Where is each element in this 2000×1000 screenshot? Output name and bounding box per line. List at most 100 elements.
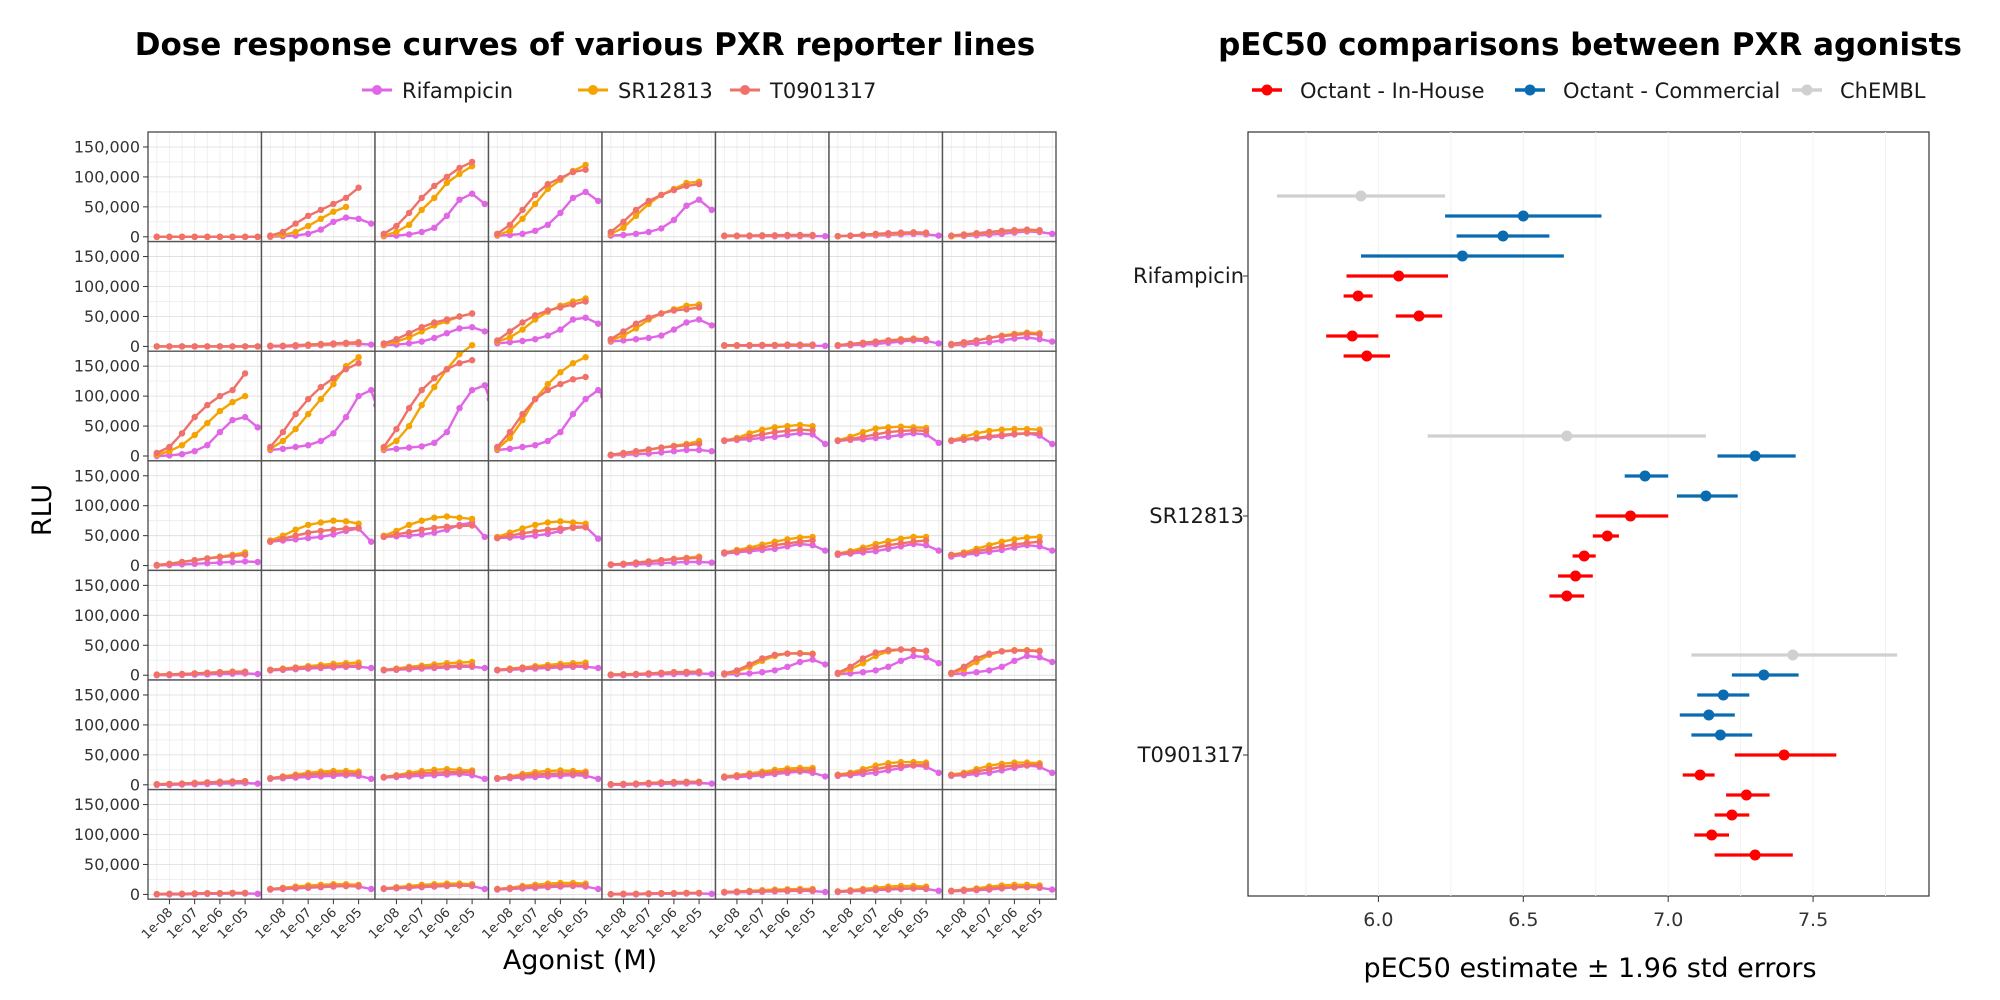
data-point-rifampicin (1049, 658, 1056, 666)
data-point-rifampicin (557, 326, 564, 333)
data-point-rifampicin (695, 316, 703, 323)
data-point-rifampicin (1036, 543, 1043, 550)
data-point-t0901317 (645, 446, 652, 453)
data-point-t0901317 (960, 231, 968, 238)
data-point-t0901317 (670, 443, 678, 450)
data-point-t0901317 (443, 769, 451, 776)
data-point-t0901317 (443, 316, 451, 323)
data-point-t0901317 (859, 887, 867, 894)
data-point-t0901317 (204, 669, 211, 676)
data-point-t0901317 (922, 229, 930, 236)
data-point-rifampicin (519, 337, 526, 345)
panel-r5-c5 (601, 569, 717, 681)
data-point-rifampicin (481, 382, 488, 389)
estimate-point (1749, 450, 1761, 462)
panel-r5-c1 (147, 569, 263, 681)
data-point-t0901317 (922, 427, 930, 435)
data-point-t0901317 (695, 778, 703, 785)
data-point-rifampicin (191, 448, 198, 455)
data-point-t0901317 (771, 341, 778, 349)
data-point-rifampicin (241, 558, 249, 565)
right-plot-area (1277, 132, 1898, 896)
data-point-t0901317 (431, 769, 438, 776)
data-point-t0901317 (683, 668, 690, 676)
data-point-t0901317 (759, 655, 766, 662)
data-point-rifampicin (418, 228, 425, 236)
y-tick-label: 100,000 (74, 277, 140, 296)
data-point-sr12813 (431, 194, 438, 202)
data-point-t0901317 (279, 666, 287, 673)
panel-background (602, 789, 716, 900)
data-point-rifampicin (771, 433, 778, 440)
data-point-t0901317 (292, 220, 299, 227)
panel-background (148, 570, 262, 680)
estimate-point (1361, 350, 1373, 362)
panel-r6-c3 (374, 679, 490, 791)
data-point-sr12813 (582, 354, 589, 361)
data-point-rifampicin (317, 437, 324, 445)
data-point-t0901317 (405, 209, 413, 217)
estimate-point (1726, 809, 1738, 821)
panel-r2-c7 (828, 240, 944, 352)
y-tick-label: 150,000 (74, 357, 140, 376)
data-point-rifampicin (254, 890, 261, 897)
data-point-sr12813 (355, 354, 362, 361)
data-point-t0901317 (872, 886, 879, 893)
data-point-rifampicin (204, 560, 211, 567)
data-point-t0901317 (733, 436, 741, 443)
data-point-t0901317 (166, 443, 173, 451)
panel-r2-c3 (374, 240, 490, 352)
panel-background (942, 570, 1056, 680)
data-point-t0901317 (658, 779, 665, 786)
data-point-t0901317 (784, 540, 791, 547)
data-point-sr12813 (519, 215, 526, 222)
data-point-t0901317 (267, 443, 274, 451)
data-point-sr12813 (986, 427, 993, 435)
data-point-rifampicin (595, 386, 602, 394)
data-point-t0901317 (998, 543, 1005, 550)
data-point-t0901317 (317, 527, 324, 535)
data-point-rifampicin (683, 202, 690, 209)
panel-r1-c8 (941, 131, 1057, 243)
y-tick-label: 150,000 (74, 466, 140, 485)
data-point-t0901317 (809, 887, 816, 894)
data-point-t0901317 (153, 449, 160, 457)
data-point-t0901317 (178, 233, 186, 240)
data-point-sr12813 (393, 437, 400, 445)
left-y-axis-title: RLU (27, 484, 58, 536)
data-point-rifampicin (784, 663, 791, 670)
panel-r3-c1 (147, 350, 263, 462)
data-point-t0901317 (922, 537, 930, 544)
data-point-rifampicin (330, 531, 337, 538)
data-point-rifampicin (796, 658, 804, 666)
data-point-rifampicin (1049, 440, 1056, 448)
data-point-t0901317 (506, 532, 514, 539)
data-point-t0901317 (405, 330, 413, 337)
y-tick-label: 0 (130, 337, 140, 356)
data-point-rifampicin (355, 215, 362, 222)
data-point-t0901317 (456, 882, 463, 889)
data-point-t0901317 (468, 158, 476, 166)
data-point-t0901317 (557, 525, 564, 532)
data-point-t0901317 (532, 528, 539, 535)
data-point-t0901317 (241, 778, 249, 785)
data-point-t0901317 (796, 650, 804, 657)
data-point-t0901317 (986, 766, 993, 773)
data-point-rifampicin (1049, 338, 1056, 345)
y-tick-label: 50,000 (84, 745, 140, 764)
data-point-rifampicin (822, 888, 829, 896)
data-point-rifampicin (759, 669, 766, 676)
data-point-t0901317 (683, 182, 690, 190)
panel-r4-c4 (487, 460, 603, 572)
data-point-t0901317 (759, 341, 766, 349)
data-point-sr12813 (292, 526, 299, 533)
data-point-rifampicin (658, 332, 665, 339)
data-point-rifampicin (708, 206, 715, 214)
data-point-t0901317 (986, 545, 993, 552)
data-point-sr12813 (506, 227, 514, 234)
data-point-t0901317 (872, 338, 879, 345)
data-point-rifampicin (544, 437, 551, 445)
data-point-t0901317 (216, 669, 224, 676)
panel-r7-c6 (714, 788, 830, 900)
data-point-sr12813 (519, 326, 526, 333)
